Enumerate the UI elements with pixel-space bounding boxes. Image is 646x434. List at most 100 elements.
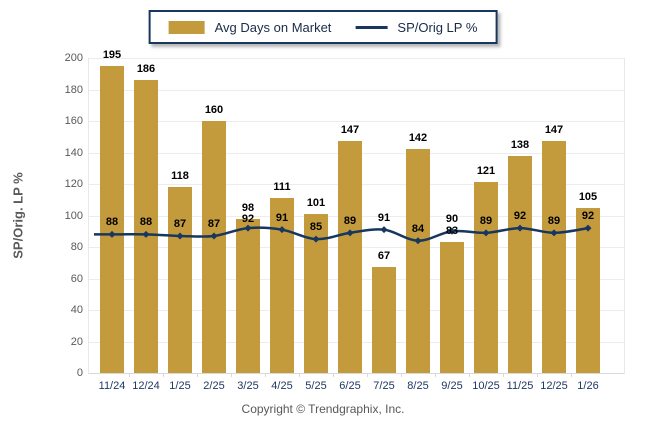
line-value-label: 88 — [105, 216, 119, 229]
line-series-swatch-icon — [355, 25, 388, 29]
x-axis-tick — [231, 373, 232, 377]
y-tick-label: 80 — [70, 241, 83, 253]
bar — [508, 155, 532, 373]
bar — [236, 218, 260, 373]
x-tick-label: 7/25 — [373, 380, 395, 392]
x-axis-tick — [265, 373, 266, 377]
line-value-label: 87 — [173, 217, 187, 230]
bar — [338, 141, 362, 373]
x-tick-label: 1/26 — [577, 380, 599, 392]
line-value-label: 90 — [445, 213, 459, 226]
plot-border-line — [624, 58, 625, 374]
x-axis-tick — [537, 373, 538, 377]
line-value-label: 92 — [581, 210, 595, 223]
x-axis-tick — [571, 373, 572, 377]
y-tick-label: 120 — [64, 178, 83, 190]
line-value-label: 85 — [309, 221, 323, 234]
line-marker — [278, 226, 286, 234]
gridline — [88, 58, 625, 59]
bar-value-label: 186 — [136, 63, 156, 76]
line-value-label: 89 — [547, 214, 561, 227]
x-tick-label: 12/25 — [540, 380, 568, 392]
bar-value-label: 147 — [340, 124, 360, 137]
line-value-label: 92 — [513, 210, 527, 223]
bar-value-label: 67 — [377, 250, 391, 263]
bar-value-label: 121 — [476, 165, 496, 178]
y-tick-label: 100 — [64, 209, 83, 222]
y-tick-label: 180 — [64, 83, 83, 96]
bar — [168, 187, 192, 373]
x-tick-label: 3/25 — [237, 380, 259, 392]
line-marker — [244, 224, 252, 232]
x-tick-label: 8/25 — [407, 380, 429, 392]
y-tick-label: 200 — [64, 52, 83, 64]
line-value-label: 91 — [377, 211, 391, 224]
bar-value-label: 195 — [102, 48, 122, 61]
y-tick-label: 20 — [70, 335, 83, 348]
bar-value-label: 118 — [171, 170, 189, 183]
bar — [474, 182, 498, 373]
line-value-label: 84 — [411, 222, 425, 235]
x-axis-tick — [129, 373, 130, 377]
trend-line — [94, 226, 589, 242]
x-tick-label: 9/25 — [441, 380, 463, 392]
line-value-label: 87 — [207, 217, 221, 230]
bar — [576, 207, 600, 373]
bar-value-label: 101 — [306, 196, 326, 209]
x-tick-label: 4/25 — [271, 380, 293, 392]
line-marker — [584, 224, 592, 232]
x-axis-tick — [197, 373, 198, 377]
copyright-text: Copyright © Trendgraphix, Inc. — [241, 402, 405, 416]
line-marker — [108, 230, 116, 238]
plot-area: 195 88 186 88 118 87 160 87 98 92 111 91 101 85 147 89 6… — [88, 49, 625, 377]
x-axis-tick — [435, 373, 436, 377]
line-marker — [516, 224, 524, 232]
x-tick-label: 2/25 — [203, 380, 225, 392]
y-tick-label: 160 — [64, 115, 83, 127]
bar — [406, 149, 430, 373]
line-value-label: 89 — [479, 214, 493, 227]
line-value-label: 88 — [139, 216, 153, 229]
line-marker — [142, 230, 150, 238]
x-axis-tick — [367, 373, 368, 377]
bar-value-label: 83 — [445, 225, 459, 238]
x-tick-label: 11/25 — [506, 380, 534, 392]
x-tick-label: 12/24 — [132, 380, 160, 392]
line-marker — [414, 237, 422, 245]
bar — [440, 242, 464, 373]
legend-bar-label: Avg Days on Market — [214, 19, 332, 35]
bar-value-label: 105 — [578, 190, 598, 203]
y-tick-label: 40 — [70, 304, 83, 316]
x-tick-label: 6/25 — [339, 380, 361, 392]
line-marker — [482, 229, 490, 237]
x-axis-tick — [299, 373, 300, 377]
x-axis-tick — [401, 373, 402, 377]
x-tick-label: 5/25 — [305, 380, 327, 392]
legend-line-label: SP/Orig LP % — [397, 19, 478, 35]
bar-value-label: 98 — [241, 201, 255, 214]
bar-value-label: 111 — [273, 181, 291, 194]
line-marker — [448, 227, 456, 235]
x-tick-label: 1/25 — [169, 380, 191, 392]
gridline — [88, 121, 625, 122]
y-axis-title: SP/Orig. LP % — [10, 172, 26, 259]
x-tick-label: 10/25 — [472, 380, 500, 392]
y-tick-label: 60 — [70, 272, 83, 285]
x-axis-tick — [333, 373, 334, 377]
bar-value-label: 147 — [544, 124, 564, 137]
x-tick-label: 11/24 — [98, 380, 126, 392]
line-marker — [210, 232, 218, 240]
bar — [100, 65, 124, 373]
x-axis-tick — [163, 373, 164, 377]
line-value-label: 91 — [275, 211, 289, 224]
bar-series-swatch-icon — [168, 20, 205, 34]
line-value-label: 92 — [241, 212, 255, 225]
plot-border-line — [88, 58, 89, 374]
x-axis-baseline — [88, 373, 625, 374]
line-marker — [550, 229, 558, 237]
trend-line-layer — [94, 224, 592, 245]
bar — [372, 267, 396, 373]
bar — [202, 121, 226, 373]
line-marker — [380, 226, 388, 234]
